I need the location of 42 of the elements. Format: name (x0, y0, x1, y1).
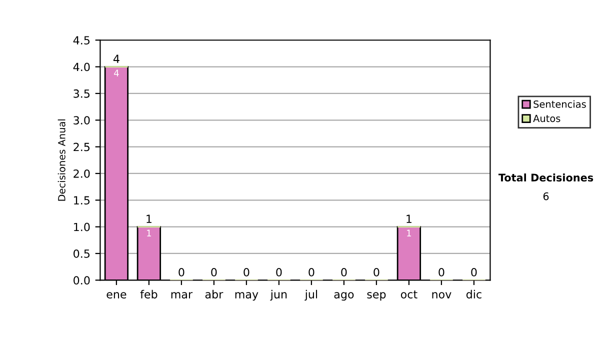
x-tick-label: ene (106, 292, 126, 298)
data-label: 1 (147, 230, 151, 236)
y-tick-label: 4.0 (73, 62, 90, 72)
total-label: 0 (178, 268, 184, 276)
text: Total Decisiones (498, 173, 594, 182)
total-label: 0 (276, 268, 282, 276)
total-label: 1 (146, 214, 152, 223)
text: 6 (543, 192, 549, 200)
total-label: 1 (406, 214, 412, 223)
y-tick-label: 2.0 (74, 169, 90, 178)
total-label: 0 (341, 268, 347, 276)
total-label: 0 (438, 268, 444, 276)
data-label: 4 (114, 70, 119, 76)
y-tick-label: 3.5 (74, 89, 90, 98)
y-tick-label: 4.5 (73, 36, 90, 44)
x-tick-label: oct (400, 290, 418, 298)
y-tick-label: 1.0 (74, 222, 90, 232)
x-tick-label: nov (432, 292, 452, 298)
total-label: 0 (244, 268, 250, 276)
x-tick-label: abr (205, 290, 224, 298)
total-label: 0 (308, 268, 314, 276)
x-tick-label: ago (334, 292, 354, 301)
total-label: 0 (211, 268, 217, 276)
x-tick-label: feb (140, 290, 158, 298)
total-label: 0 (374, 268, 380, 276)
x-tick-label: mar (171, 292, 193, 298)
y-tick-label: 2.5 (74, 142, 90, 152)
x-tick-label: jun (270, 290, 287, 301)
y-tick-label: 0.0 (74, 276, 90, 285)
data-label: 1 (407, 230, 411, 236)
y-axis-title: Decisiones Anual (58, 119, 66, 201)
legend-label: Sentencias (534, 100, 586, 108)
total-label: 4 (113, 54, 120, 63)
x-tick-label: may (235, 292, 258, 301)
x-tick-label: jul (304, 290, 318, 301)
legend-label: Autos (533, 114, 560, 122)
x-tick-label: sep (367, 292, 386, 301)
y-tick-label: 3.0 (74, 116, 90, 125)
x-tick-label: dic (466, 290, 482, 298)
total-label: 0 (471, 268, 477, 276)
y-tick-label: 1.5 (74, 196, 90, 205)
y-tick-label: 0.5 (74, 249, 90, 258)
